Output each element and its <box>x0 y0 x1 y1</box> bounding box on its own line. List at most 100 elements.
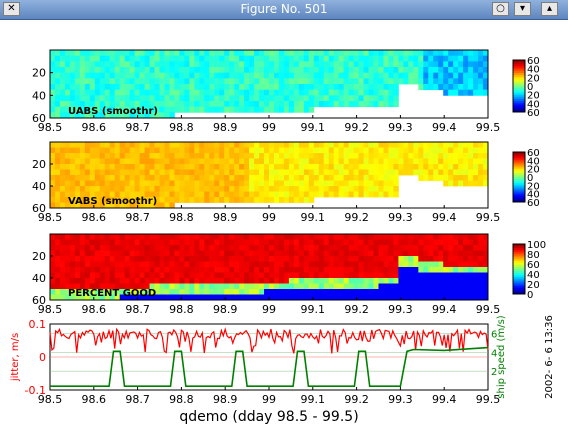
colorbar-segment <box>513 260 525 264</box>
heatmap-cell <box>468 142 474 148</box>
heatmap-cell <box>438 67 444 74</box>
heatmap-cell <box>313 147 320 154</box>
colorbar-segment <box>513 250 525 253</box>
heatmap-cell <box>433 67 439 74</box>
heatmap-cell <box>134 153 140 159</box>
heatmap-cell <box>348 234 355 240</box>
heatmap-cell <box>408 61 414 68</box>
heatmap-cell <box>184 147 190 154</box>
heatmap-cell <box>333 153 340 159</box>
heatmap-cell <box>373 250 379 257</box>
heatmap-cell <box>353 158 359 165</box>
heatmap-cell <box>154 289 160 295</box>
heatmap-cell <box>159 164 165 170</box>
colorbar-segment <box>513 271 525 274</box>
heatmap-cell <box>224 234 230 240</box>
heatmap-cell <box>199 169 205 176</box>
heatmap-cell <box>69 186 76 192</box>
maximize-icon[interactable]: ▴ <box>541 2 558 16</box>
heatmap-cell <box>269 278 275 284</box>
heatmap-cell <box>194 106 200 113</box>
heatmap-cell <box>54 294 61 301</box>
heatmap-cell <box>398 153 404 159</box>
heatmap-cell <box>89 191 96 198</box>
heatmap-cell <box>164 261 170 268</box>
heatmap-cell <box>184 289 190 295</box>
colorbar-segment <box>513 160 525 163</box>
heatmap-cell <box>129 294 136 301</box>
heatmap-cell <box>224 89 230 96</box>
heatmap-cell <box>124 202 131 209</box>
colorbar-segment <box>513 88 525 91</box>
heatmap-cell <box>209 147 215 154</box>
heatmap-cell <box>358 191 364 198</box>
heatmap-cell <box>69 158 76 165</box>
heatmap-cell <box>368 180 374 187</box>
heatmap-cell <box>473 256 479 262</box>
x-tick-label: 98.6 <box>82 211 107 224</box>
heatmap-cell <box>373 89 379 96</box>
heatmap-cell <box>179 289 185 295</box>
heatmap-cell <box>259 256 265 262</box>
heatmap-cell <box>149 72 155 79</box>
heatmap-cell <box>224 67 230 74</box>
heatmap-cell <box>428 164 434 170</box>
heatmap-cell <box>244 294 250 301</box>
heatmap-cell <box>119 272 126 279</box>
x-tick-label: 99.3 <box>388 211 413 224</box>
heatmap-cell <box>403 164 409 170</box>
heatmap-cell <box>393 164 399 170</box>
heatmap-cell <box>298 95 305 102</box>
heatmap-cell <box>234 84 240 91</box>
heatmap-cell <box>159 142 165 148</box>
x-tick-label: 99.1 <box>301 121 326 134</box>
heatmap-cell <box>348 186 355 192</box>
heatmap-cell <box>383 95 389 102</box>
heatmap-cell <box>109 250 116 257</box>
heatmap-cell <box>348 272 355 279</box>
title-bar[interactable]: ✕ Figure No. 501 ○ ▾ ▴ <box>0 0 568 20</box>
heatmap-cell <box>99 169 106 176</box>
heatmap-cell <box>293 261 300 268</box>
heatmap-cell <box>184 61 190 68</box>
circle-icon[interactable]: ○ <box>492 2 509 16</box>
heatmap-cell <box>453 164 459 170</box>
heatmap-cell <box>64 234 71 240</box>
heatmap-cell <box>234 158 240 165</box>
heatmap-cell <box>448 72 454 79</box>
heatmap-cell <box>219 250 225 257</box>
heatmap-cell <box>99 234 106 240</box>
right-y-tick-label: 2 <box>491 367 497 378</box>
heatmap-cell <box>259 67 265 74</box>
heatmap-cell <box>483 153 489 159</box>
heatmap-cell <box>298 191 305 198</box>
heatmap-cell <box>69 191 76 198</box>
heatmap-cell <box>293 278 300 284</box>
heatmap-cell <box>458 158 464 165</box>
heatmap-cell <box>89 84 96 91</box>
heatmap-cell <box>288 278 295 284</box>
heatmap-cell <box>214 89 220 96</box>
heatmap-cell <box>363 191 369 198</box>
heatmap-cell <box>283 186 290 192</box>
heatmap-cell <box>89 267 96 273</box>
heatmap-cell <box>144 289 150 295</box>
heatmap-cell <box>179 147 185 154</box>
heatmap-cell <box>273 272 280 279</box>
heatmap-cell <box>463 267 469 273</box>
heatmap-cell <box>54 250 61 257</box>
heatmap-cell <box>333 67 340 74</box>
heatmap-cell <box>423 267 429 273</box>
minimize-icon[interactable]: ▾ <box>514 2 531 16</box>
heatmap-cell <box>269 239 275 246</box>
heatmap-cell <box>433 256 439 262</box>
heatmap-cell <box>199 153 205 159</box>
y-tick-label: 20 <box>32 158 46 171</box>
heatmap-cell <box>408 256 414 262</box>
heatmap-cell <box>423 250 429 257</box>
heatmap-cell <box>229 89 235 96</box>
heatmap-cell <box>338 294 345 301</box>
close-icon[interactable]: ✕ <box>3 2 20 16</box>
heatmap-cell <box>343 256 350 262</box>
heatmap-cell <box>393 89 399 96</box>
